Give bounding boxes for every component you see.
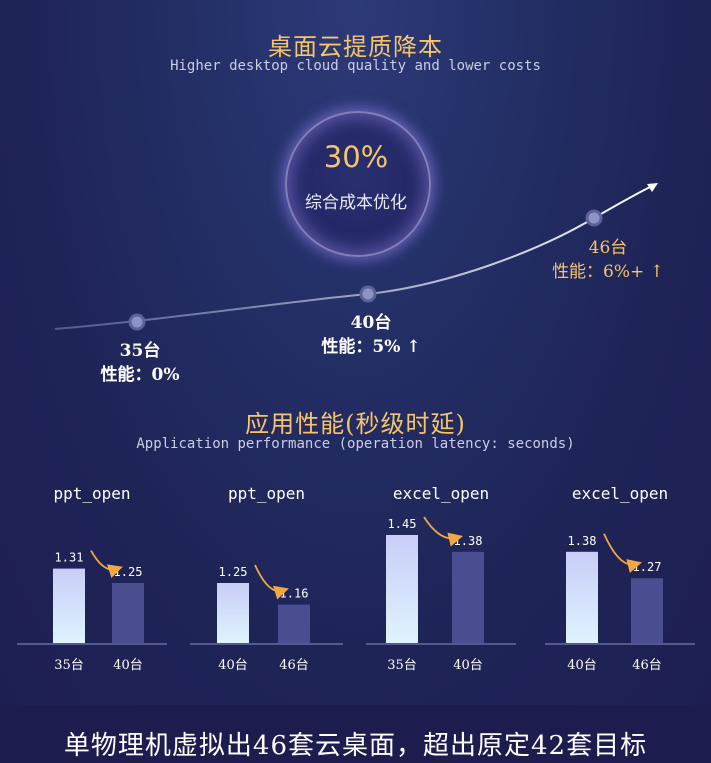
bar-value-label: 1.38 <box>454 534 483 548</box>
category-label: 40台 <box>567 658 597 673</box>
section-title: 应用性能(秒级时延) <box>245 410 466 438</box>
bar-value-label: 1.31 <box>55 551 84 565</box>
page-title: 桌面云提质降本 <box>268 33 443 61</box>
category-label: 35台 <box>387 658 417 673</box>
decrease-arrow-icon <box>603 533 642 573</box>
trend-perf: 性能：6%+ ↑ <box>552 262 664 282</box>
category-label: 46台 <box>632 658 662 673</box>
bar-value-label: 1.16 <box>280 587 309 601</box>
category-label: 40台 <box>453 658 483 673</box>
footer-bar <box>0 705 711 763</box>
up-arrow-icon: ↑ <box>406 337 421 357</box>
bar-before <box>386 535 418 643</box>
trend-curve-chart <box>54 183 658 331</box>
up-arrow-icon: ↑ <box>649 262 664 282</box>
trend-point-40 <box>359 285 377 303</box>
chart-title: excel_open <box>393 484 489 503</box>
category-label: 35台 <box>54 658 84 673</box>
page-subtitle: Higher desktop cloud quality and lower c… <box>170 58 541 74</box>
trend-perf: 性能：5% ↑ <box>321 337 421 357</box>
bar-value-label: 1.45 <box>388 517 417 531</box>
category-label: 40台 <box>218 658 248 673</box>
footer-text: 单物理机虚拟出46套云桌面，超出原定42套目标 <box>63 731 648 761</box>
bar-value-label: 1.27 <box>633 560 662 574</box>
trend-count: 40台 <box>350 313 392 333</box>
trend-curve-line <box>54 185 653 330</box>
chart-title: ppt_open <box>228 484 305 503</box>
bar-after <box>112 583 144 643</box>
trend-arrowhead <box>647 183 658 192</box>
decrease-arrow-icon <box>90 550 123 579</box>
trend-label-35: 35台 性能：0% <box>60 339 220 387</box>
bar-before <box>53 568 85 643</box>
decrease-arrow-icon <box>254 564 289 600</box>
cost-optimization-circle <box>285 111 431 257</box>
trend-point-35 <box>128 313 146 331</box>
bar-value-label: 1.38 <box>568 534 597 548</box>
bar-value-label: 1.25 <box>219 565 248 579</box>
bar-value-label: 1.25 <box>114 565 143 579</box>
trend-count: 35台 <box>119 341 161 361</box>
cost-optimization-value: 30% <box>323 140 389 174</box>
bar-before <box>566 551 598 643</box>
section-subtitle: Application performance (operation laten… <box>136 436 575 452</box>
bar-after <box>452 551 484 643</box>
bar-before <box>217 583 249 643</box>
trend-label-46: 46台 性能：6%+ ↑ <box>528 236 688 284</box>
chart-title: excel_open <box>572 484 668 503</box>
category-label: 40台 <box>113 658 143 673</box>
bar-after <box>631 578 663 643</box>
decrease-arrow-icon <box>423 516 463 547</box>
latency-bar-charts: ppt_open 1.31 35台 1.25 40台 ppt_open 1.25 40台 1.1… <box>17 484 695 673</box>
trend-count: 46台 <box>588 238 628 258</box>
trend-point-46 <box>585 209 603 227</box>
bar-after <box>278 604 310 643</box>
trend-perf: 性能：0% <box>100 365 180 385</box>
cost-optimization-label: 综合成本优化 <box>305 193 407 213</box>
category-label: 46台 <box>279 658 309 673</box>
chart-title: ppt_open <box>53 484 130 503</box>
trend-label-40: 40台 性能：5% ↑ <box>291 311 451 359</box>
